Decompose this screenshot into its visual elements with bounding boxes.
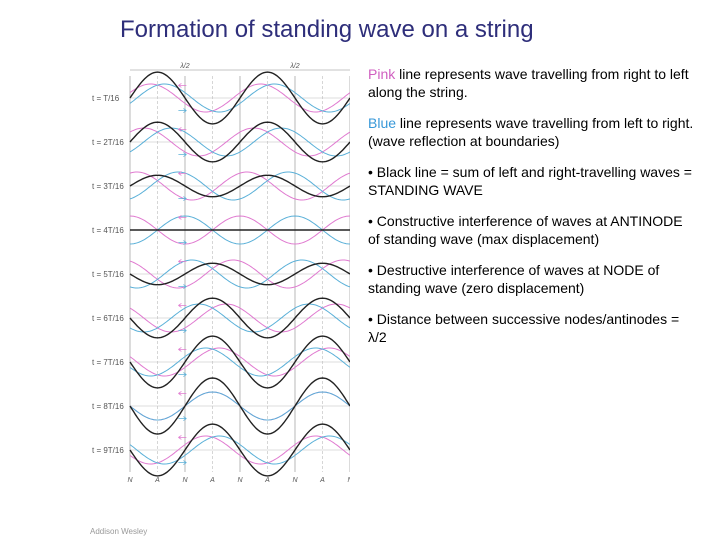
pink-rest: line represents wave travelling from rig… xyxy=(368,66,689,100)
svg-text:t = 4T/16: t = 4T/16 xyxy=(92,226,124,235)
blue-paren: (wave reflection at boundaries) xyxy=(368,133,559,149)
svg-text:t = 5T/16: t = 5T/16 xyxy=(92,270,124,279)
bullet-node: • Destructive interference of waves at N… xyxy=(368,262,698,297)
standing-wave-diagram: λ/2 λ/2 t = T/16 t = 2T/16 t = 3T/16 t = 4T/1… xyxy=(90,58,350,528)
svg-text:A: A xyxy=(154,477,160,484)
svg-text:A: A xyxy=(264,477,270,484)
blue-description: Blue line represents wave travelling fro… xyxy=(368,115,698,150)
svg-text:t = 6T/16: t = 6T/16 xyxy=(92,314,124,323)
pink-label: Pink xyxy=(368,66,395,82)
credit-text: Addison Wesley xyxy=(90,527,147,536)
explanation-column: Pink line represents wave travelling fro… xyxy=(368,66,698,360)
pink-description: Pink line represents wave travelling fro… xyxy=(368,66,698,101)
svg-text:λ/2: λ/2 xyxy=(289,63,299,70)
svg-text:t = 8T/16: t = 8T/16 xyxy=(92,402,124,411)
svg-text:N: N xyxy=(347,477,350,484)
page-title: Formation of standing wave on a string xyxy=(120,16,534,44)
svg-text:t = 2T/16: t = 2T/16 xyxy=(92,138,124,147)
bullet-black: • Black line = sum of left and right-tra… xyxy=(368,164,698,199)
svg-text:A: A xyxy=(319,477,325,484)
blue-label: Blue xyxy=(368,115,396,131)
svg-text:N: N xyxy=(237,477,243,484)
svg-text:t = T/16: t = T/16 xyxy=(92,94,120,103)
svg-text:λ/2: λ/2 xyxy=(179,63,189,70)
bullet-distance: • Distance between successive nodes/anti… xyxy=(368,311,698,346)
svg-text:t = 3T/16: t = 3T/16 xyxy=(92,182,124,191)
bullet-antinode: • Constructive interference of waves at … xyxy=(368,213,698,248)
svg-text:t = 7T/16: t = 7T/16 xyxy=(92,358,124,367)
svg-text:t = 9T/16: t = 9T/16 xyxy=(92,446,124,455)
svg-text:N: N xyxy=(127,477,133,484)
blue-rest: line represents wave travelling from lef… xyxy=(396,115,693,131)
svg-text:N: N xyxy=(292,477,298,484)
svg-text:N: N xyxy=(182,477,188,484)
svg-text:A: A xyxy=(209,477,215,484)
